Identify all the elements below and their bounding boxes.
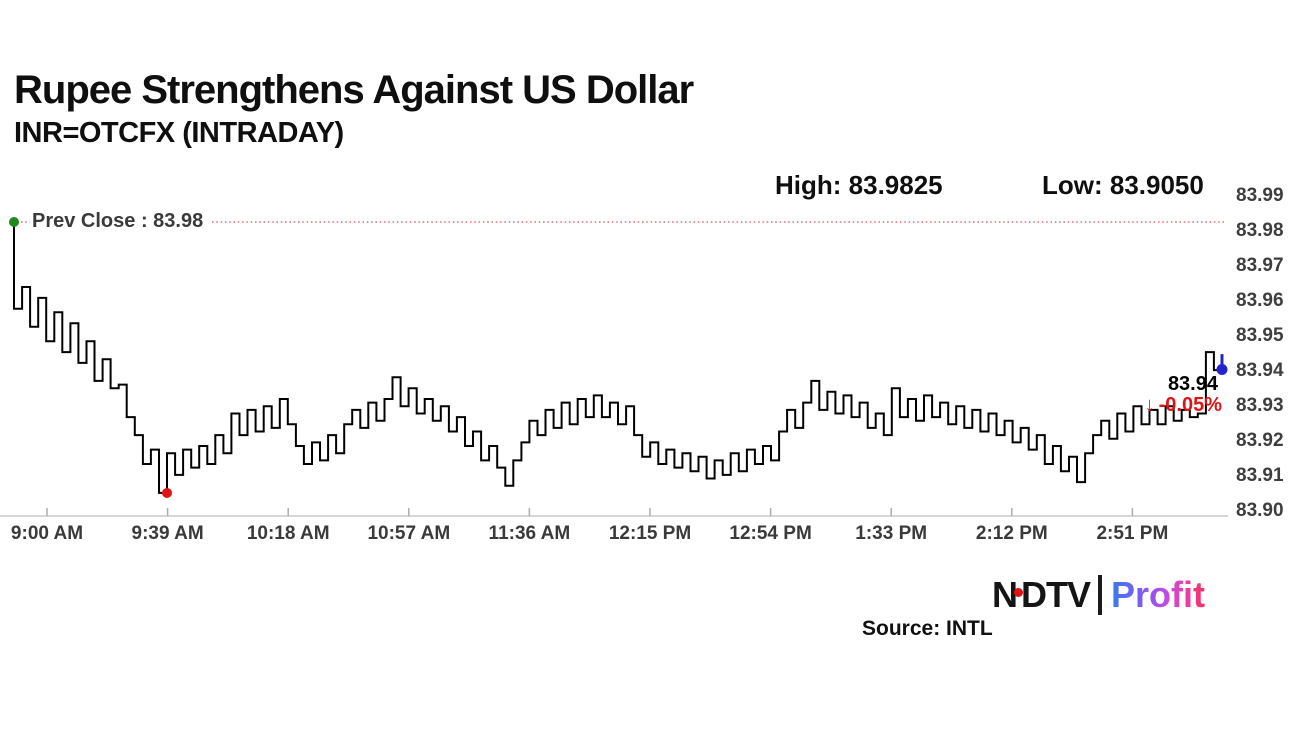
down-arrow-icon: ↓ — [1144, 394, 1155, 416]
x-axis-label: 10:57 AM — [367, 523, 451, 544]
page-title: Rupee Strengthens Against US Dollar — [14, 68, 694, 112]
x-axis-label: 1:33 PM — [855, 523, 928, 544]
y-axis-label: 83.99 — [1236, 185, 1284, 206]
last-price-marker — [1216, 364, 1228, 375]
x-axis-label: 9:39 AM — [131, 523, 204, 544]
source-label: Source: INTL — [862, 617, 993, 640]
prev-close-label: Prev Close : 83.98 — [32, 210, 204, 232]
open-marker — [9, 217, 19, 227]
y-axis-label: 83.93 — [1236, 395, 1284, 416]
y-axis-label: 83.95 — [1236, 325, 1284, 346]
low-value-label: Low: 83.9050 — [1042, 170, 1204, 200]
x-axis-label: 10:18 AM — [246, 523, 330, 544]
y-axis-label: 83.92 — [1236, 430, 1284, 451]
y-axis-label: 83.90 — [1236, 500, 1284, 521]
profit-wordmark: Profit — [1111, 574, 1205, 615]
x-axis-label: 12:54 PM — [729, 523, 812, 544]
ndtv-red-dot-icon — [1014, 588, 1023, 597]
price-line — [13, 222, 1222, 494]
y-axis-label: 83.94 — [1236, 360, 1284, 381]
x-axis-label: 11:36 AM — [488, 523, 571, 544]
y-axis-label: 83.97 — [1236, 255, 1284, 276]
last-price-label: 83.94 — [1167, 373, 1218, 395]
x-axis-label: 9:00 AM — [10, 523, 84, 544]
y-axis-label: 83.96 — [1236, 290, 1284, 311]
ndtv-wordmark: N DTV — [992, 574, 1091, 615]
x-axis-label: 12:15 PM — [608, 523, 692, 544]
x-axis-label: 2:51 PM — [1096, 523, 1169, 544]
y-axis-label: 83.91 — [1236, 465, 1284, 486]
x-axis-label: 2:12 PM — [975, 523, 1048, 544]
change-percent-value: -0.05% — [1158, 394, 1222, 416]
low-marker — [162, 487, 173, 498]
ndtv-profit-logo: N DTV Profit — [992, 574, 1205, 616]
instrument-subtitle: INR=OTCFX (INTRADAY) — [14, 117, 344, 149]
logo-divider — [1098, 575, 1102, 615]
high-value-label: High: 83.9825 — [775, 170, 943, 200]
y-axis-label: 83.98 — [1236, 220, 1284, 241]
change-percent-label: ↓ -0.05% — [1145, 394, 1222, 417]
